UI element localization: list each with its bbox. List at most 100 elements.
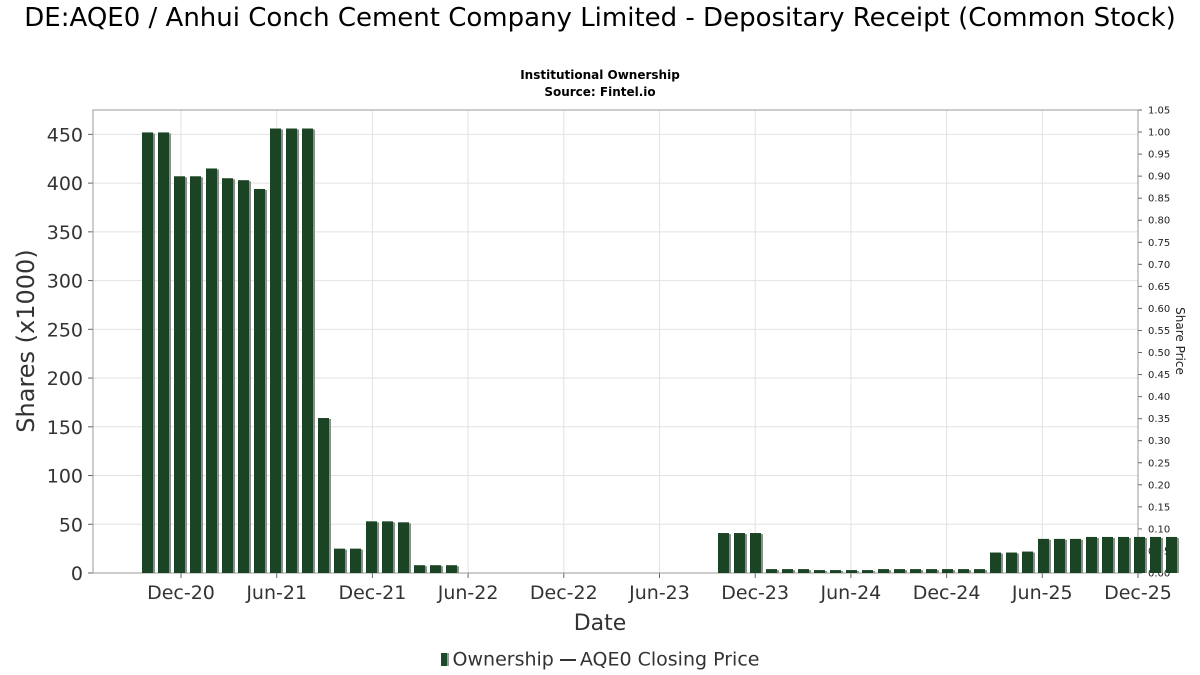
ownership-bar <box>430 565 441 573</box>
y-tick-label: 300 <box>47 271 83 293</box>
ownership-bar <box>974 569 985 573</box>
ownership-bar <box>750 533 761 573</box>
legend-price-label: AQE0 Closing Price <box>579 648 760 671</box>
ownership-bar <box>398 522 409 573</box>
ownership-bar <box>158 132 169 573</box>
x-tick-label: Dec-24 <box>913 582 981 604</box>
y-tick-label: 450 <box>47 124 83 146</box>
x-tick-label: Dec-21 <box>338 582 406 604</box>
y2-tick-label: 0.80 <box>1148 216 1170 227</box>
y2-tick-label: 0.15 <box>1148 502 1170 513</box>
ownership-bar <box>878 569 889 573</box>
y2-tick-label: 0.20 <box>1148 480 1170 491</box>
ownership-bar <box>1022 551 1033 573</box>
price-legend-swatch <box>559 658 576 661</box>
y2-tick-label: 0.00 <box>1148 569 1170 580</box>
y2-tick-label: 0.30 <box>1148 436 1170 447</box>
y-tick-label: 150 <box>47 417 83 439</box>
ownership-bar <box>1038 538 1049 573</box>
y2-tick-label: 0.85 <box>1148 194 1170 205</box>
chart-source: Source: Fintel.io <box>544 85 656 99</box>
ownership-bar <box>1070 538 1081 573</box>
ownership-bar <box>814 570 825 573</box>
x-tick-label: Dec-20 <box>147 582 215 604</box>
y2-tick-label: 0.55 <box>1148 326 1170 337</box>
y-tick-label: 250 <box>47 319 83 341</box>
ownership-bar <box>1166 536 1177 573</box>
x-tick-label: Jun-25 <box>1011 582 1073 604</box>
y2-tick-label: 0.35 <box>1148 414 1170 425</box>
ownership-bar <box>366 521 377 573</box>
ownership-bar <box>862 570 873 573</box>
ownership-bar <box>190 176 201 573</box>
y-tick-label: 400 <box>47 173 83 195</box>
y2-tick-label: 0.25 <box>1148 458 1170 469</box>
y-tick-label: 100 <box>47 466 83 488</box>
ownership-bar <box>1102 536 1113 573</box>
ownership-bar <box>1086 536 1097 573</box>
x-tick-label: Dec-25 <box>1104 582 1172 604</box>
ownership-bar <box>734 533 745 573</box>
x-axis-title: Date <box>574 611 627 636</box>
y2-tick-label: 0.70 <box>1148 260 1170 271</box>
y2-tick-label: 0.60 <box>1148 304 1170 315</box>
x-tick-label: Jun-23 <box>628 582 690 604</box>
ownership-bar <box>958 569 969 573</box>
y2-tick-label: 0.45 <box>1148 370 1170 381</box>
ownership-bar <box>830 570 841 573</box>
y2-tick-label: 0.40 <box>1148 392 1170 403</box>
y-tick-label: 0 <box>71 563 83 585</box>
ownership-bar <box>782 569 793 573</box>
y2-tick-label: 0.65 <box>1148 282 1170 293</box>
x-tick-label: Jun-22 <box>437 582 499 604</box>
ownership-bar <box>766 569 777 573</box>
ownership-legend-swatch <box>440 653 449 666</box>
ownership-bar <box>254 188 265 574</box>
ownership-bar <box>1118 536 1129 573</box>
chart-subtitle: Institutional Ownership <box>520 68 680 82</box>
ownership-bar <box>446 565 457 573</box>
y2-tick-label: 0.90 <box>1148 172 1170 183</box>
ownership-bar <box>286 128 297 573</box>
ownership-bar <box>222 178 233 574</box>
y-tick-label: 200 <box>47 368 83 390</box>
y2-axis-title: Share Price <box>1173 307 1187 375</box>
x-tick-label: Jun-21 <box>245 582 307 604</box>
ownership-bar <box>350 548 361 573</box>
x-tick-label: Dec-23 <box>721 582 789 604</box>
x-tick-label: Dec-22 <box>530 582 598 604</box>
ownership-bar <box>718 533 729 573</box>
ownership-bar <box>334 548 345 573</box>
ownership-bar <box>894 569 905 573</box>
y2-tick-label: 1.05 <box>1148 106 1170 117</box>
ownership-bar <box>174 176 185 573</box>
ownership-bar <box>1150 536 1161 573</box>
ownership-bar <box>238 180 249 574</box>
y-axis-title: Shares (x1000) <box>12 249 40 432</box>
chart-title: DE:AQE0 / Anhui Conch Cement Company Lim… <box>24 3 1176 33</box>
ownership-bar <box>1134 536 1145 573</box>
ownership-bar <box>798 569 809 573</box>
y2-tick-label: 0.50 <box>1148 348 1170 359</box>
ownership-bar <box>942 569 953 573</box>
ownership-bar <box>206 168 217 574</box>
ownership-bar <box>414 565 425 573</box>
legend-ownership-label: Ownership <box>452 648 554 671</box>
ownership-bar <box>1054 538 1065 573</box>
ownership-bar <box>302 128 313 573</box>
y-tick-label: 350 <box>47 222 83 244</box>
ownership-bar <box>318 418 329 573</box>
ownership-bar <box>1006 552 1017 573</box>
ownership-bar <box>990 552 1001 573</box>
x-tick-label: Jun-24 <box>820 582 882 604</box>
y-tick-label: 50 <box>59 514 83 536</box>
y2-tick-label: 1.00 <box>1148 128 1170 139</box>
y2-tick-label: 0.75 <box>1148 238 1170 249</box>
ownership-bar <box>142 132 153 573</box>
ownership-bar <box>382 521 393 573</box>
ownership-bar <box>846 570 857 573</box>
ownership-bar <box>910 569 921 573</box>
y2-tick-label: 0.10 <box>1148 524 1170 535</box>
chart-legend: Ownership AQE0 Closing Price <box>0 648 1200 671</box>
